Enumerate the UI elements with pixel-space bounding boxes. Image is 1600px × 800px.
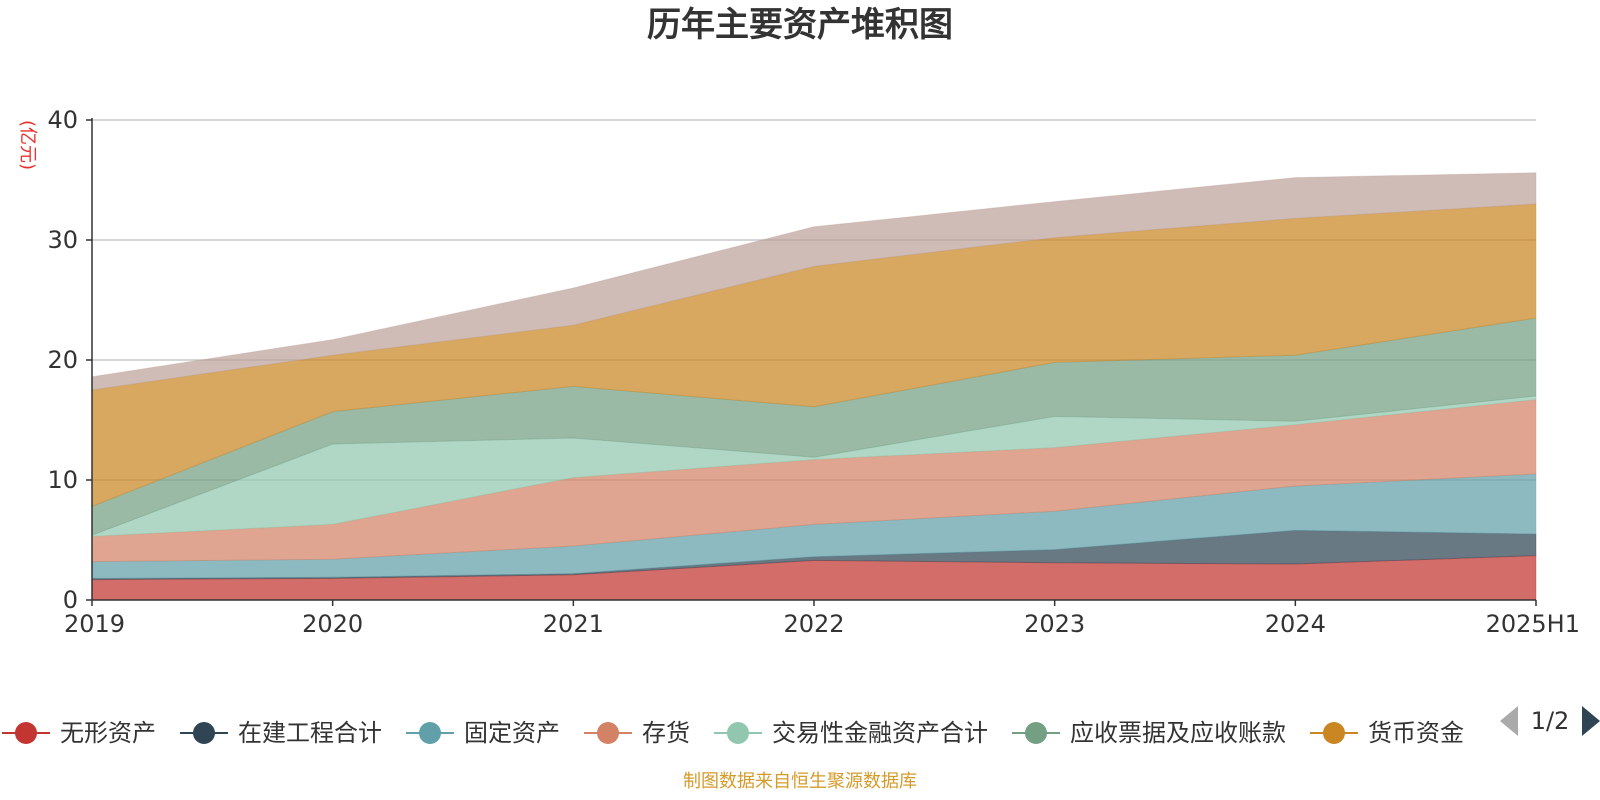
x-tick-label-2021: 2021 <box>543 610 604 638</box>
legend-label: 存货 <box>642 719 690 747</box>
axes: 0 10 20 30 40 2019 2020 2021 2022 2023 2024 2025H1 <box>47 106 1580 638</box>
legend-prev-page-icon[interactable] <box>1500 706 1518 736</box>
y-tick-label-40: 40 <box>47 106 78 134</box>
legend-circle-icon <box>15 722 37 744</box>
x-tick-label-2020: 2020 <box>302 610 363 638</box>
legend-label: 固定资产 <box>464 719 560 747</box>
legend-item-4[interactable]: 交易性金融资产合计 <box>713 719 988 747</box>
legend-label: 应收票据及应收账款 <box>1070 719 1286 747</box>
series-areas <box>91 172 1537 601</box>
y-axis-unit: (亿元) <box>17 120 38 170</box>
legend: 无形资产 在建工程合计 固定资产 存货 交易性金融资产合计 应收票据及应收账款 货币资金 <box>2 719 1464 747</box>
legend-item-6[interactable]: 货币资金 <box>1309 719 1464 747</box>
legend-circle-icon <box>1322 722 1345 744</box>
legend-page-indicator: 1/2 <box>1531 707 1570 735</box>
y-tick-label-20: 20 <box>47 346 78 374</box>
legend-item-5[interactable]: 应收票据及应收账款 <box>1011 719 1286 747</box>
legend-pager: 1/2 <box>1500 706 1600 736</box>
legend-circle-icon <box>596 722 619 744</box>
area-series-1 <box>91 529 1537 581</box>
y-tick-label-0: 0 <box>63 586 78 614</box>
chart-title: 历年主要资产堆积图 <box>647 5 953 45</box>
legend-label: 交易性金融资产合计 <box>772 719 988 747</box>
x-tick-label-2022: 2022 <box>783 610 844 638</box>
area-series-5 <box>91 317 1537 536</box>
x-tick-label-2019: 2019 <box>64 610 125 638</box>
legend-label: 在建工程合计 <box>238 719 382 747</box>
y-tick-label-30: 30 <box>47 226 78 254</box>
legend-circle-icon <box>1024 722 1047 744</box>
x-tick-label-2023: 2023 <box>1024 610 1085 638</box>
legend-item-0[interactable]: 无形资产 <box>2 719 156 747</box>
data-source-note: 制图数据来自恒生聚源数据库 <box>683 771 917 792</box>
legend-item-3[interactable]: 存货 <box>583 719 690 747</box>
legend-label: 无形资产 <box>60 719 156 747</box>
y-tick-label-10: 10 <box>47 466 78 494</box>
x-tick-label-2024: 2024 <box>1265 610 1326 638</box>
legend-circle-icon <box>192 722 215 744</box>
legend-circle-icon <box>418 722 441 744</box>
legend-item-1[interactable]: 在建工程合计 <box>179 719 382 747</box>
legend-label: 货币资金 <box>1368 719 1464 747</box>
area-series-7 <box>91 172 1537 391</box>
legend-next-page-icon[interactable] <box>1582 706 1600 736</box>
legend-item-2[interactable]: 固定资产 <box>405 719 560 747</box>
legend-circle-icon <box>726 722 749 744</box>
x-tick-label-2025H1: 2025H1 <box>1486 610 1580 638</box>
